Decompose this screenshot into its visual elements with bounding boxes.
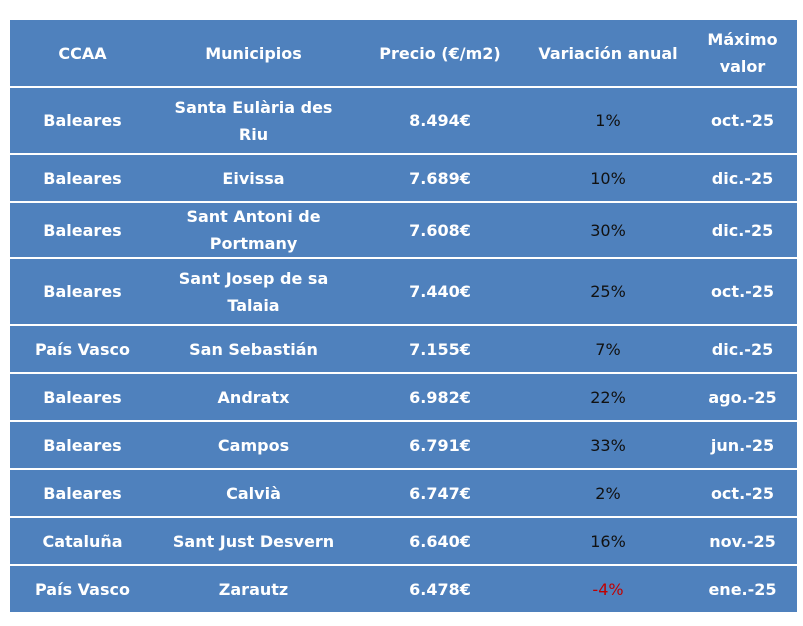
header-cell: CCAA: [10, 20, 155, 88]
header-cell: Variación anual: [528, 20, 688, 88]
table-row: Cataluña Sant Just Desvern 6.640€ 16% nov.-2…: [10, 518, 797, 566]
table-cell: 6.747€: [352, 470, 528, 518]
table-cell: oct.-25: [688, 259, 797, 326]
table-cell: Cataluña: [10, 518, 155, 566]
table-cell: Calvià: [155, 470, 352, 518]
table-cell: 1%: [528, 88, 688, 155]
table-cell: Sant Just Desvern: [155, 518, 352, 566]
table-cell: ago.-25: [688, 374, 797, 422]
header-cell: Máximo valor: [688, 20, 797, 88]
table-row: Baleares Calvià 6.747€ 2% oct.-25: [10, 470, 797, 518]
table-cell: jun.-25: [688, 422, 797, 470]
table-row: Baleares Sant Antoni de Portmany 7.608€ 30%…: [10, 203, 797, 259]
table-cell: Eivissa: [155, 155, 352, 203]
table-cell: -4%: [528, 566, 688, 614]
table-cell: 33%: [528, 422, 688, 470]
table-cell: 8.494€: [352, 88, 528, 155]
table-cell: Sant Antoni de Portmany: [155, 203, 352, 259]
table-row: Baleares Sant Josep de sa Talaia 7.440€ 25%…: [10, 259, 797, 326]
table-cell: Zarautz: [155, 566, 352, 614]
table-cell: Baleares: [10, 88, 155, 155]
table-cell: dic.-25: [688, 155, 797, 203]
table-cell: País Vasco: [10, 326, 155, 374]
header-cell: Precio (€/m2): [352, 20, 528, 88]
table-cell: ene.-25: [688, 566, 797, 614]
table-cell: nov.-25: [688, 518, 797, 566]
table-row: Baleares Eivissa 7.689€ 10% dic.-25: [10, 155, 797, 203]
table-row: Baleares Andratx 6.982€ 22% ago.-25: [10, 374, 797, 422]
table-cell: Baleares: [10, 374, 155, 422]
table-cell: 10%: [528, 155, 688, 203]
table-cell: Andratx: [155, 374, 352, 422]
table-cell: Baleares: [10, 470, 155, 518]
table-cell: País Vasco: [10, 566, 155, 614]
table-cell: Baleares: [10, 155, 155, 203]
table-cell: 7.689€: [352, 155, 528, 203]
table-cell: 16%: [528, 518, 688, 566]
table-row: País Vasco Zarautz 6.478€ -4% ene.-25: [10, 566, 797, 614]
table-cell: dic.-25: [688, 203, 797, 259]
table-cell: Sant Josep de sa Talaia: [155, 259, 352, 326]
table-cell: 6.478€: [352, 566, 528, 614]
table-cell: 7.440€: [352, 259, 528, 326]
table-row: Baleares Santa Eulària des Riu 8.494€ 1% oct…: [10, 88, 797, 155]
table-cell: 7%: [528, 326, 688, 374]
table-cell: 6.791€: [352, 422, 528, 470]
table-cell: 2%: [528, 470, 688, 518]
table-cell: 6.640€: [352, 518, 528, 566]
table-cell: Baleares: [10, 422, 155, 470]
table-cell: Santa Eulària des Riu: [155, 88, 352, 155]
table-cell: oct.-25: [688, 470, 797, 518]
table-cell: Baleares: [10, 203, 155, 259]
table-cell: 30%: [528, 203, 688, 259]
table-cell: Baleares: [10, 259, 155, 326]
table-row: Baleares Campos 6.791€ 33% jun.-25: [10, 422, 797, 470]
table-cell: oct.-25: [688, 88, 797, 155]
table-row: País Vasco San Sebastián 7.155€ 7% dic.-25: [10, 326, 797, 374]
table-cell: 6.982€: [352, 374, 528, 422]
table-cell: 25%: [528, 259, 688, 326]
header-cell: Municipios: [155, 20, 352, 88]
table-cell: dic.-25: [688, 326, 797, 374]
table-cell: 22%: [528, 374, 688, 422]
table-cell: Campos: [155, 422, 352, 470]
table-cell: 7.608€: [352, 203, 528, 259]
header-row: CCAA Municipios Precio (€/m2) Variación anu…: [10, 20, 797, 88]
table-cell: 7.155€: [352, 326, 528, 374]
price-table: CCAA Municipios Precio (€/m2) Variación anu…: [10, 20, 797, 614]
table-cell: San Sebastián: [155, 326, 352, 374]
